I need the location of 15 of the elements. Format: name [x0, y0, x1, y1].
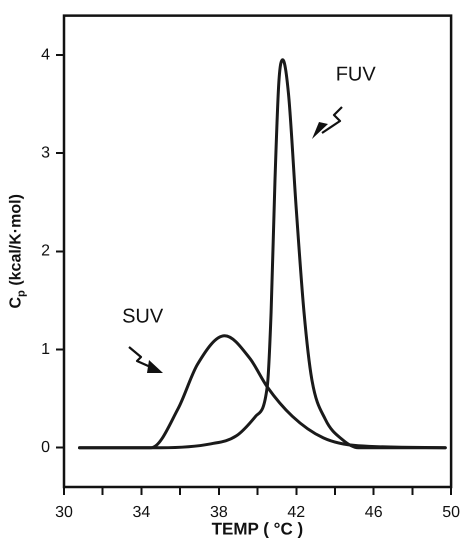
x-axis-title: TEMP ( °C )	[212, 520, 304, 539]
x-tick-label: 50	[442, 504, 460, 522]
y-tick-label: 1	[41, 340, 50, 358]
x-tick-label: 42	[287, 504, 306, 522]
x-tick-label: 38	[210, 504, 228, 522]
x-tick-label: 30	[55, 504, 73, 522]
text: FUV	[336, 63, 376, 86]
text: SUV	[122, 305, 164, 328]
y-axis-title: Cp (kcal/K·mol)	[7, 194, 28, 308]
y-tick-label: 4	[41, 46, 50, 64]
y-tick-label: 2	[41, 242, 50, 260]
x-tick-label: 34	[132, 504, 150, 522]
y-tick-label: 0	[41, 439, 50, 456]
y-tick-label: 3	[41, 144, 50, 162]
x-tick-label: 46	[364, 504, 383, 522]
